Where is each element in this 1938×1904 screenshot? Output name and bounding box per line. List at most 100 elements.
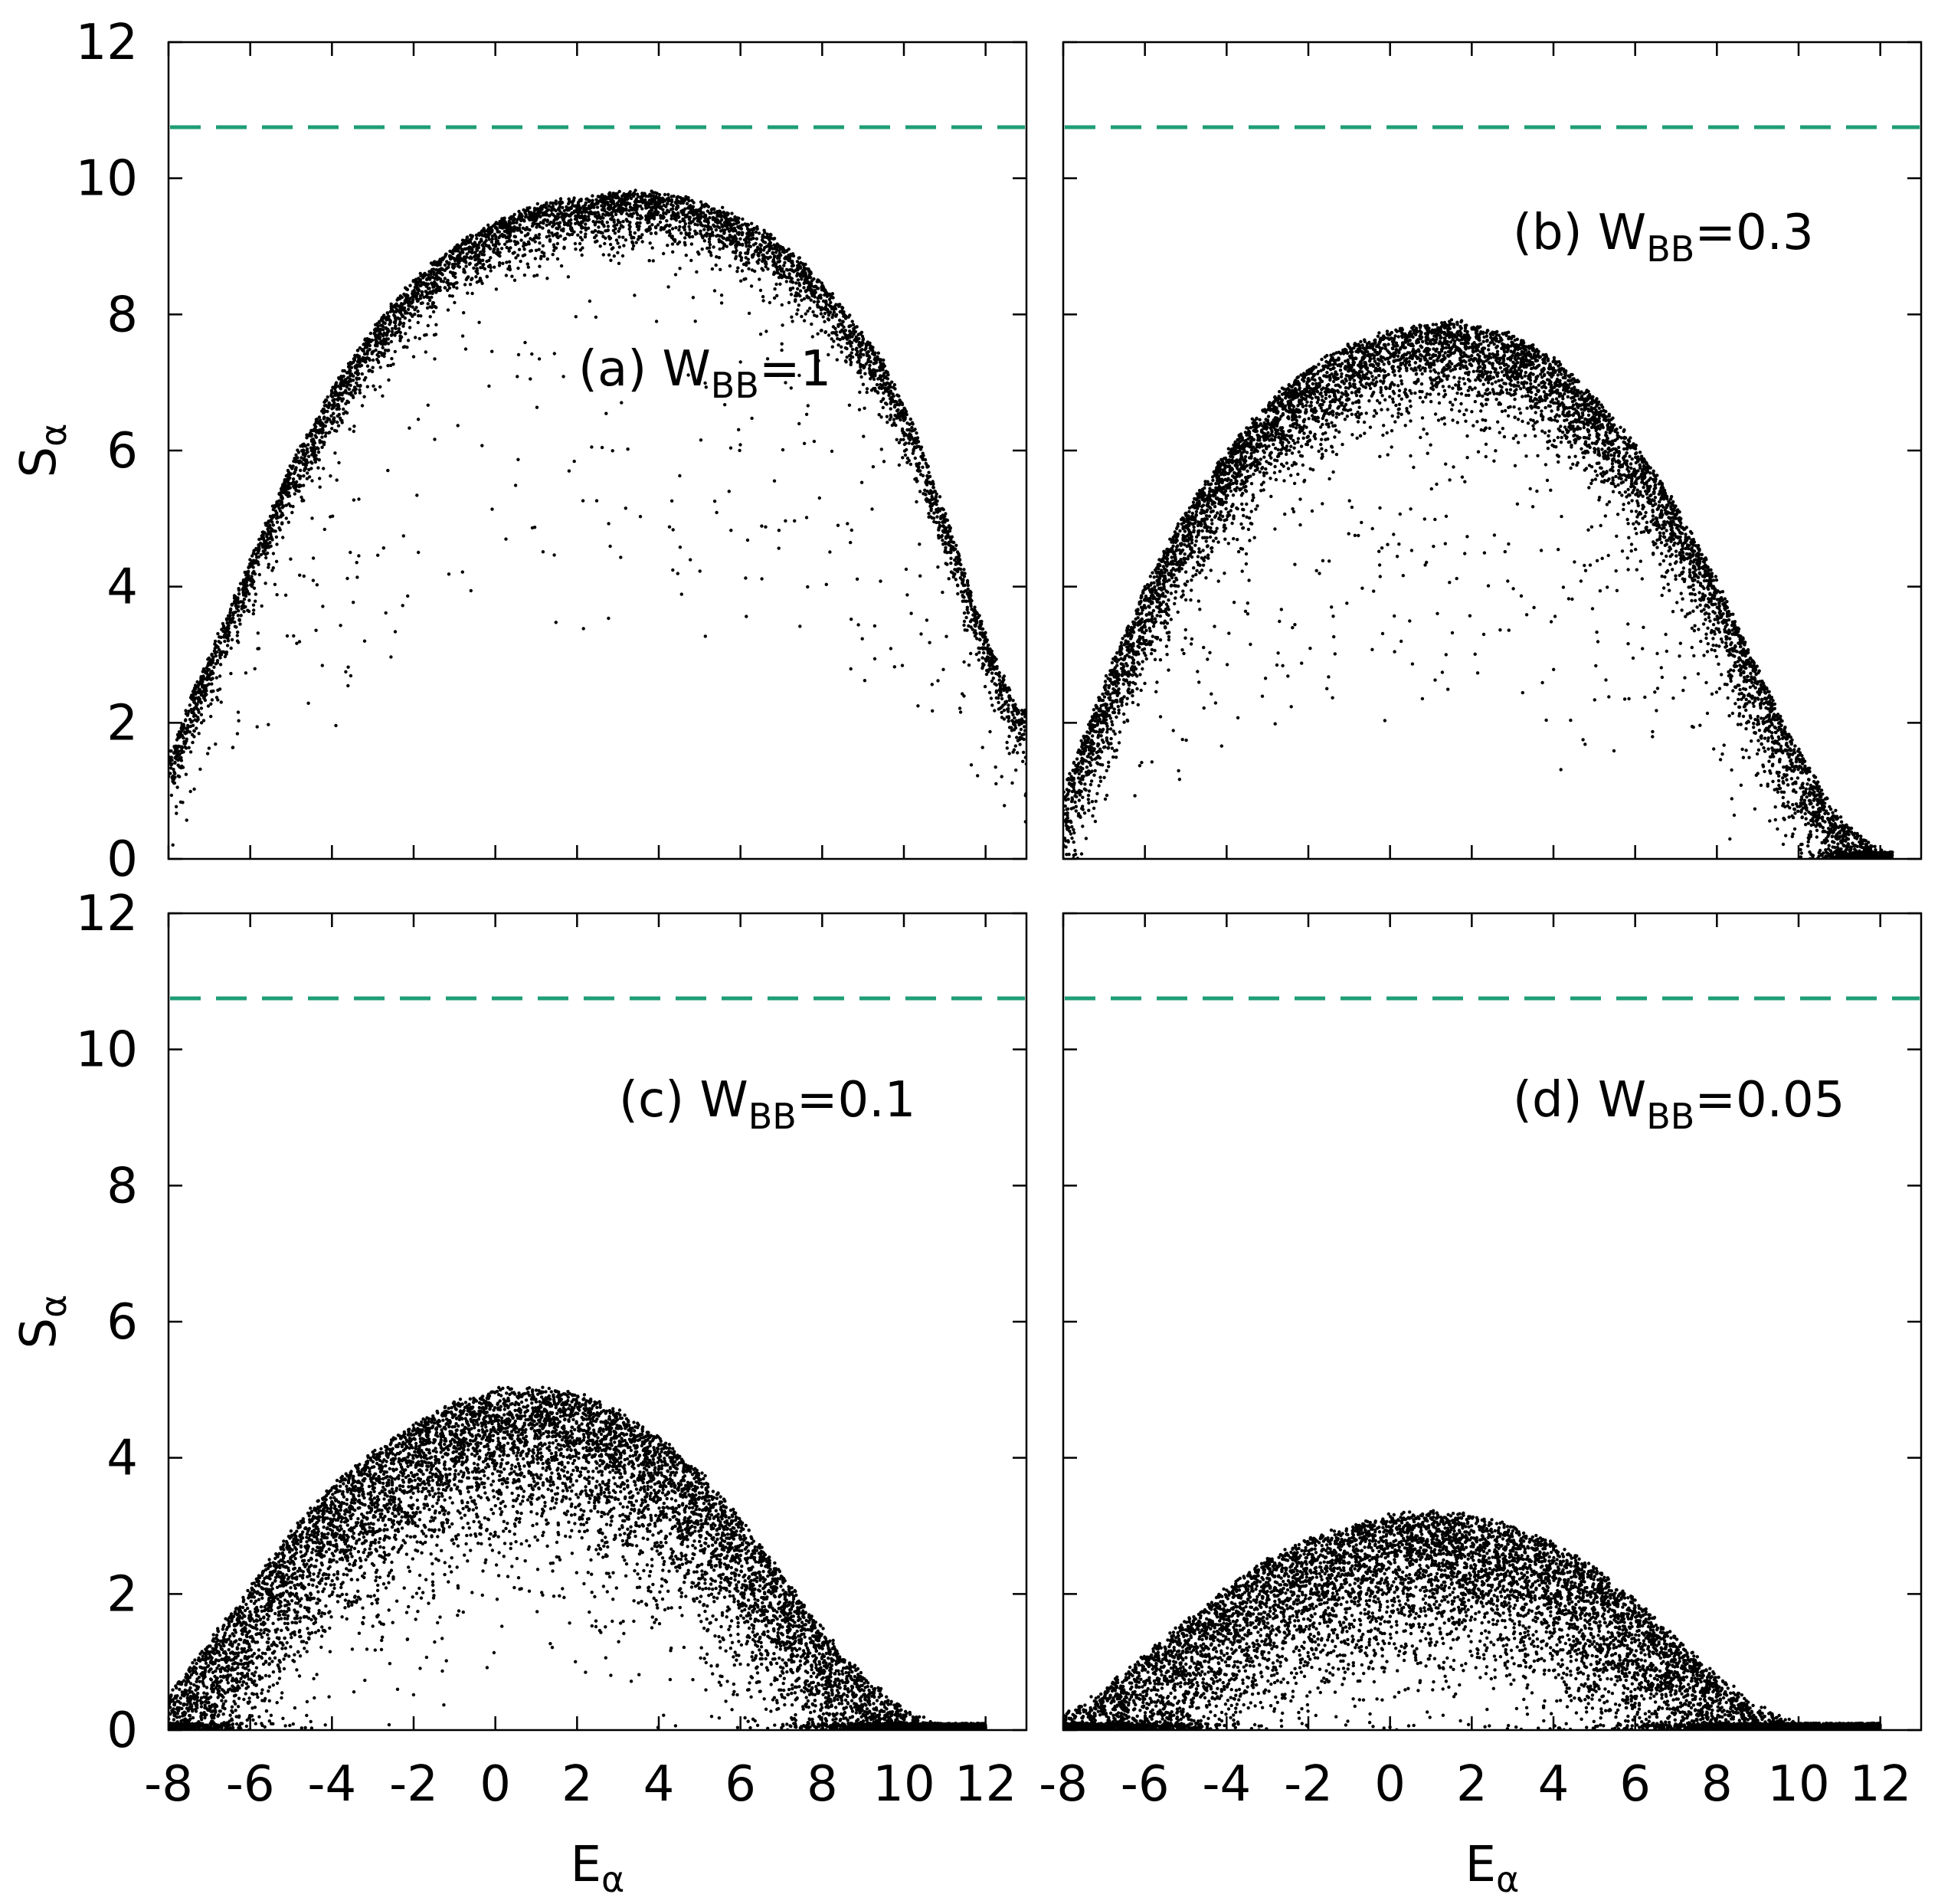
scatter-point	[285, 490, 289, 495]
scatter-point	[956, 584, 960, 588]
scatter-point	[757, 251, 761, 256]
scatter-point	[233, 620, 237, 624]
scatter-point	[775, 265, 779, 269]
scatter-point	[197, 700, 201, 703]
scatter-point	[760, 577, 764, 581]
scatter-point	[857, 336, 861, 341]
scatter-point	[609, 199, 613, 204]
scatter-point	[250, 562, 254, 566]
scatter-point	[479, 250, 483, 254]
scatter-point	[628, 192, 633, 197]
scatter-point	[195, 680, 199, 684]
scatter-point	[429, 261, 434, 265]
scatter-point	[910, 429, 914, 433]
scatter-point	[336, 420, 339, 424]
scatter-point	[201, 677, 205, 681]
scatter-point	[483, 232, 487, 237]
scatter-point	[528, 212, 532, 216]
scatter-point	[936, 565, 940, 569]
scatter-point	[690, 234, 695, 239]
scatter-point	[415, 493, 419, 497]
scatter-point	[532, 222, 536, 226]
scatter-point	[572, 196, 576, 200]
scatter-point	[841, 311, 845, 316]
scatter-point	[966, 611, 970, 614]
scatter-point	[734, 257, 738, 261]
scatter-point	[272, 515, 276, 519]
scatter-point	[712, 500, 717, 503]
scatter-point	[432, 333, 437, 337]
scatter-point	[244, 590, 249, 594]
scatter-point	[394, 317, 398, 321]
scatter-point	[206, 704, 211, 708]
scatter-point	[406, 594, 410, 598]
scatter-point	[516, 457, 520, 461]
scatter-point	[656, 223, 660, 227]
scatter-point	[878, 365, 882, 369]
scatter-point	[417, 288, 421, 293]
scatter-point	[529, 249, 532, 253]
scatter-point	[729, 218, 733, 222]
scatter-point	[973, 629, 977, 633]
scatter-point	[880, 384, 885, 388]
scatter-point	[523, 340, 527, 345]
scatter-point	[385, 349, 390, 352]
scatter-point	[931, 480, 935, 483]
scatter-point	[426, 287, 430, 290]
scatter-point	[994, 689, 999, 693]
scatter-point	[727, 238, 732, 242]
scatter-point	[182, 723, 185, 726]
scatter-point	[1017, 731, 1022, 736]
scatter-point	[310, 479, 314, 483]
scatter-point	[893, 414, 897, 418]
scatter-point	[578, 198, 581, 202]
scatter-point	[985, 668, 989, 673]
scatter-point	[712, 211, 717, 215]
scatter-point	[268, 530, 272, 534]
scatter-point	[666, 210, 671, 214]
scatter-point	[537, 247, 541, 251]
scatter-point	[678, 224, 682, 229]
scatter-point	[817, 496, 822, 500]
scatter-point	[732, 222, 736, 226]
scatter-point	[701, 224, 705, 228]
scatter-point	[629, 212, 633, 216]
scatter-point	[899, 401, 903, 405]
scatter-point	[926, 476, 930, 480]
scatter-point	[966, 583, 971, 588]
scatter-point	[228, 619, 232, 623]
scatter-point	[253, 667, 257, 670]
scatter-point	[235, 732, 240, 736]
scatter-point	[1005, 746, 1010, 750]
scatter-point	[879, 415, 883, 419]
scatter-point	[755, 224, 759, 229]
scatter-point	[1007, 703, 1010, 707]
scatter-point	[624, 208, 628, 212]
scatter-point	[791, 280, 794, 284]
scatter-point	[1000, 693, 1003, 697]
scatter-point	[678, 267, 682, 270]
scatter-point	[733, 234, 737, 238]
scatter-point	[572, 459, 576, 464]
scatter-point	[897, 403, 902, 407]
scatter-point	[684, 231, 688, 235]
scatter-point	[877, 413, 881, 417]
scatter-point	[233, 595, 237, 598]
scatter-point	[512, 212, 516, 217]
scatter-point	[689, 558, 692, 562]
scatter-point	[940, 534, 944, 538]
scatter-point	[355, 369, 359, 373]
scatter-point	[614, 212, 618, 217]
scatter-point	[718, 247, 722, 251]
scatter-point	[892, 383, 897, 387]
scatter-point	[707, 250, 712, 254]
scatter-point	[281, 536, 285, 539]
scatter-point	[389, 306, 393, 310]
scatter-point	[635, 224, 640, 228]
scatter-point	[381, 319, 385, 323]
scatter-point	[980, 627, 985, 631]
scatter-point	[267, 519, 271, 523]
scatter-point	[244, 573, 248, 577]
scatter-point	[781, 250, 785, 254]
scatter-point	[715, 221, 719, 224]
